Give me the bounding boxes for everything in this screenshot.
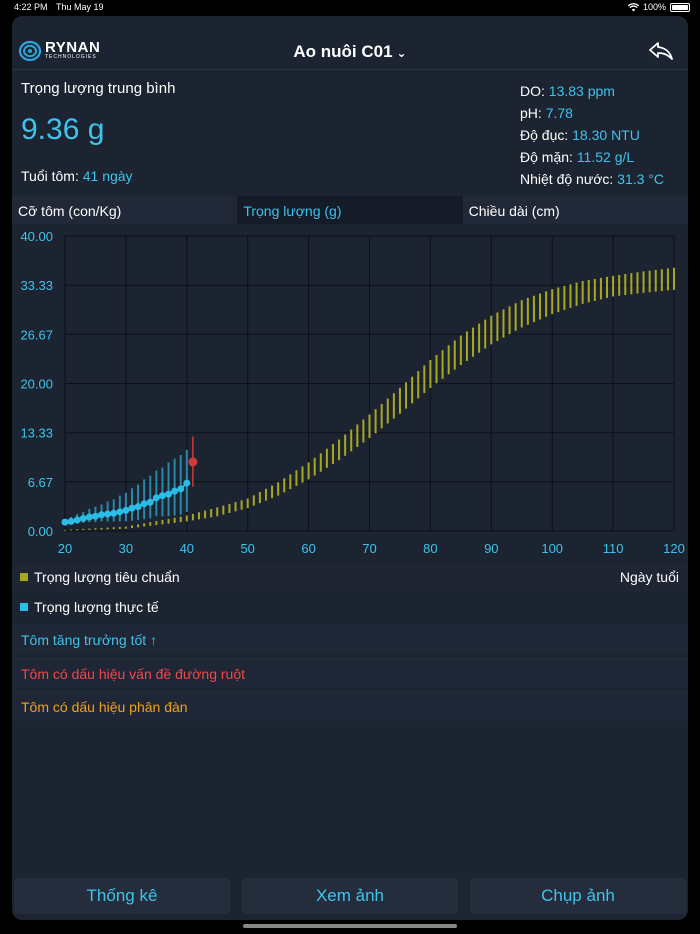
status-bar: 4:22 PM Thu May 19 100% bbox=[0, 0, 700, 16]
x-tick-label: 50 bbox=[240, 541, 254, 556]
tab-weight[interactable]: Trọng lượng (g) bbox=[237, 196, 463, 224]
age-value: 41 ngày bbox=[82, 168, 133, 184]
x-tick-label: 120 bbox=[663, 541, 685, 556]
current-point bbox=[188, 457, 198, 467]
view-photos-button[interactable]: Xem ảnh bbox=[242, 878, 458, 914]
actual-point bbox=[116, 508, 124, 516]
back-icon[interactable] bbox=[648, 40, 674, 62]
x-tick-label: 100 bbox=[541, 541, 563, 556]
x-tick-label: 90 bbox=[484, 541, 498, 556]
note-gut-issue[interactable]: Tôm có dấu hiệu vấn đề đường ruột bbox=[12, 658, 688, 688]
metric-turbidity: Độ đục: 18.30 NTU bbox=[520, 124, 664, 146]
actual-point bbox=[158, 492, 166, 500]
age-label: Tuổi tôm: bbox=[21, 168, 79, 184]
legend-actual: Trọng lượng thực tế bbox=[12, 594, 688, 622]
metric-value: 18.30 NTU bbox=[572, 127, 640, 143]
app-window: RYNAN TECHNOLOGIES Ao nuôi C01 ⌄ Trọng lư… bbox=[12, 16, 688, 920]
y-tick-label: 33.33 bbox=[20, 278, 53, 293]
actual-point bbox=[128, 504, 136, 512]
weight-chart: 20 30 40 50 60 70 80 90 100 110 120 0.00 6.67 13.33 20… bbox=[20, 229, 685, 556]
actual-point bbox=[183, 479, 191, 487]
take-photo-button[interactable]: Chụp ảnh bbox=[470, 878, 686, 914]
legend-actual-swatch bbox=[20, 603, 28, 611]
actual-point bbox=[61, 518, 69, 526]
actual-point bbox=[79, 514, 87, 522]
actual-point bbox=[85, 513, 93, 521]
brand-subtitle: TECHNOLOGIES bbox=[45, 54, 97, 60]
rynan-logo-icon bbox=[18, 40, 42, 62]
x-tick-label: 40 bbox=[180, 541, 194, 556]
status-time: 4:22 PM bbox=[14, 2, 48, 12]
x-tick-label: 20 bbox=[58, 541, 72, 556]
legend-standard: Trọng lượng tiêu chuẩn Ngày tuổi bbox=[12, 564, 688, 592]
note-uneven-size[interactable]: Tôm có dấu hiệu phân đàn bbox=[12, 691, 688, 721]
brand-name: RYNAN bbox=[45, 39, 101, 56]
status-right: 100% bbox=[627, 2, 690, 12]
actual-point bbox=[73, 516, 81, 524]
battery-percent: 100% bbox=[642, 2, 666, 12]
actual-point bbox=[146, 498, 154, 506]
metric-temperature: Nhiệt độ nước: 31.3 °C bbox=[520, 168, 664, 190]
shrimp-age: Tuổi tôm: 41 ngày bbox=[21, 168, 133, 184]
x-axis-label: Ngày tuổi bbox=[619, 569, 679, 585]
chart-tabs: Cỡ tôm (con/Kg) Trọng lượng (g) Chiều dà… bbox=[12, 196, 688, 224]
metric-value: 7.78 bbox=[545, 105, 573, 121]
actual-point bbox=[152, 494, 160, 502]
metric-label: Nhiệt độ nước: bbox=[520, 171, 614, 187]
metric-ph: pH: 7.78 bbox=[520, 102, 664, 124]
page-title: Ao nuôi C01 bbox=[293, 42, 393, 61]
bottom-bar: Thống kê Xem ảnh Chụp ảnh bbox=[12, 878, 688, 916]
y-tick-label: 0.00 bbox=[28, 524, 53, 539]
chevron-down-icon: ⌄ bbox=[396, 46, 407, 60]
tab-size[interactable]: Cỡ tôm (con/Kg) bbox=[18, 203, 122, 219]
metric-label: Độ đục: bbox=[520, 127, 569, 143]
legend-actual-label: Trọng lượng thực tế bbox=[34, 599, 159, 615]
actual-point bbox=[67, 517, 75, 525]
tab-length[interactable]: Chiều dài (cm) bbox=[468, 203, 560, 219]
status-date: Thu May 19 bbox=[56, 2, 104, 12]
note-good-growth[interactable]: Tôm tăng trưởng tốt ↑ bbox=[12, 624, 688, 654]
legend-standard-label: Trọng lượng tiêu chuẩn bbox=[34, 569, 180, 585]
actual-point bbox=[91, 512, 99, 520]
x-tick-label: 70 bbox=[362, 541, 376, 556]
metric-label: Độ mặn: bbox=[520, 149, 573, 165]
wifi-icon bbox=[627, 2, 639, 11]
x-tick-label: 80 bbox=[423, 541, 437, 556]
water-metrics: DO: 13.83 ppm pH: 7.78 Độ đục: 18.30 NTU… bbox=[520, 80, 664, 190]
metric-do: DO: 13.83 ppm bbox=[520, 80, 664, 102]
y-tick-label: 6.67 bbox=[28, 475, 53, 490]
legend-standard-swatch bbox=[20, 573, 28, 581]
avg-weight-label: Trọng lượng trung bình bbox=[21, 80, 176, 97]
y-tick-label: 26.67 bbox=[20, 327, 53, 342]
summary-panel: Trọng lượng trung bình 9.36 g Tuổi tôm: … bbox=[12, 71, 688, 195]
metric-label: DO: bbox=[520, 83, 545, 99]
y-tick-label: 40.00 bbox=[20, 229, 53, 244]
actual-point bbox=[110, 509, 118, 517]
x-tick-label: 60 bbox=[301, 541, 315, 556]
brand-logo: RYNAN TECHNOLOGIES bbox=[18, 40, 100, 62]
actual-point bbox=[104, 510, 112, 518]
header: RYNAN TECHNOLOGIES Ao nuôi C01 ⌄ bbox=[12, 16, 688, 70]
x-tick-label: 110 bbox=[603, 541, 624, 556]
x-tick-label: 30 bbox=[119, 541, 133, 556]
home-indicator[interactable] bbox=[243, 924, 457, 928]
actual-point bbox=[134, 503, 142, 511]
actual-point bbox=[177, 485, 185, 493]
actual-point bbox=[140, 500, 148, 508]
actual-point bbox=[98, 511, 106, 519]
metric-label: pH: bbox=[520, 105, 542, 121]
metric-value: 11.52 g/L bbox=[576, 149, 635, 165]
metric-value: 31.3 °C bbox=[617, 171, 665, 187]
avg-weight-value: 9.36 g bbox=[21, 113, 105, 146]
pond-selector[interactable]: Ao nuôi C01 ⌄ bbox=[12, 42, 688, 62]
metric-value: 13.83 ppm bbox=[548, 83, 615, 99]
battery-icon bbox=[670, 2, 690, 12]
y-tick-label: 13.33 bbox=[20, 426, 53, 441]
y-tick-label: 20.00 bbox=[20, 377, 53, 392]
actual-point bbox=[122, 506, 130, 514]
actual-point bbox=[171, 487, 179, 495]
metric-salinity: Độ mặn: 11.52 g/L bbox=[520, 146, 664, 168]
stats-button[interactable]: Thống kê bbox=[14, 878, 230, 914]
actual-point bbox=[165, 490, 173, 498]
